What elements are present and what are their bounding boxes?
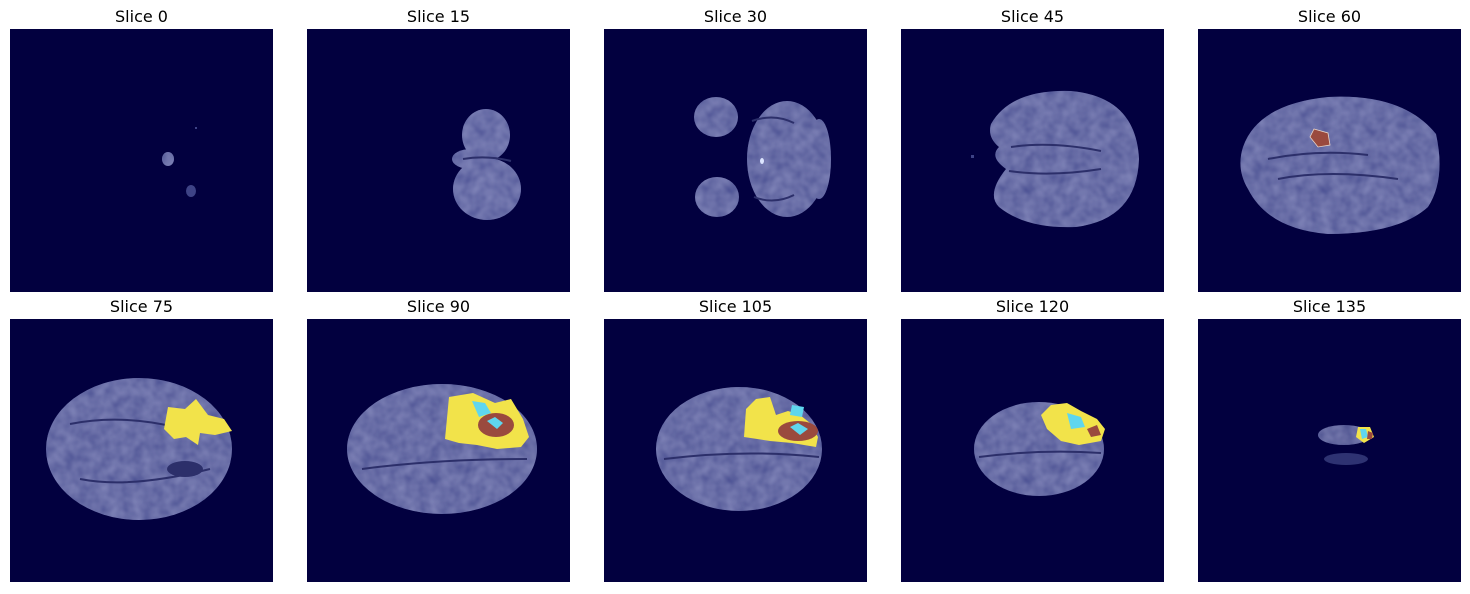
- mri-slice-image: [901, 319, 1164, 582]
- mri-slice-image: [1198, 29, 1461, 292]
- panel-title: Slice 30: [703, 7, 768, 26]
- panel-title: Slice 90: [406, 297, 471, 316]
- panel-title: Slice 45: [1000, 7, 1065, 26]
- mri-slice-image: [604, 29, 867, 292]
- mri-slice-image: [10, 29, 273, 292]
- panel-title: Slice 135: [1292, 297, 1367, 316]
- mri-slice-image: [604, 319, 867, 582]
- panel-title: Slice 60: [1297, 7, 1362, 26]
- mri-slice-image: [901, 29, 1164, 292]
- panel-title: Slice 0: [115, 7, 168, 26]
- mri-slice-image: [1198, 319, 1461, 582]
- mri-slice-image: [10, 319, 273, 582]
- mri-slice-image: [307, 319, 570, 582]
- panel-title: Slice 120: [995, 297, 1070, 316]
- panel-title: Slice 15: [406, 7, 471, 26]
- panel-title: Slice 105: [698, 297, 773, 316]
- mri-slice-image: [307, 29, 570, 292]
- panel-title: Slice 75: [109, 297, 174, 316]
